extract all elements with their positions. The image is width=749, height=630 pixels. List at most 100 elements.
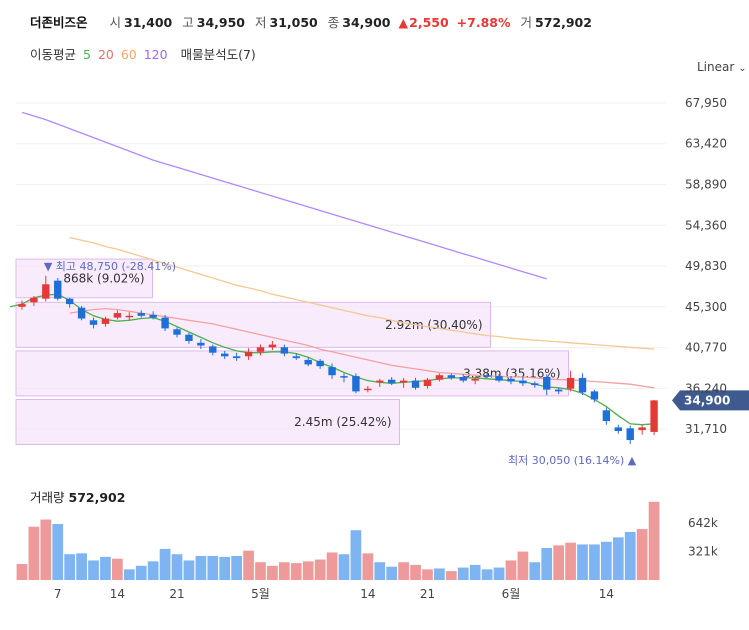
volume-bar <box>183 560 195 580</box>
y-tick-label: 31,710 <box>685 422 727 436</box>
candle-body <box>113 313 122 318</box>
price-axis: 67,950 63,420 58,890 54,360 49,830 45,300 40,7… <box>685 96 727 436</box>
candle-body <box>18 304 26 307</box>
ma-label: 이동평균 <box>30 47 77 62</box>
volume-bar <box>636 529 648 580</box>
volume-bar <box>386 566 398 580</box>
volume-bar <box>517 551 529 580</box>
x-tick-label: 7 <box>54 587 62 601</box>
volume-bar <box>16 564 28 580</box>
volume-bar <box>541 548 553 580</box>
volume-bar <box>171 554 183 580</box>
close-value: 34,900 <box>342 15 391 30</box>
volume-bar <box>326 552 338 580</box>
ma5-label[interactable]: 5 <box>83 47 91 62</box>
candle-body <box>280 347 289 354</box>
volume-bar <box>302 561 314 580</box>
volume-bar <box>231 556 243 580</box>
open-label: 시 <box>109 15 122 30</box>
volume-bar <box>207 556 219 580</box>
candle-body <box>399 380 408 383</box>
candle-body <box>30 297 38 303</box>
candle-body <box>197 342 205 346</box>
ma60-label[interactable]: 60 <box>120 47 137 62</box>
candle-body <box>507 378 515 382</box>
indicator-legend[interactable]: 이동평균 5 20 60 120 매물분석도(7) <box>30 44 259 63</box>
volume-tick-label: 642k <box>688 516 718 530</box>
volume-bar <box>529 562 541 580</box>
candle-body <box>101 318 110 324</box>
volume-bar <box>112 558 123 580</box>
volume-bar <box>88 560 99 580</box>
x-tick-label: 14 <box>360 587 375 601</box>
candle-body <box>328 367 336 376</box>
candle-body <box>495 376 503 381</box>
candle-body <box>340 376 348 378</box>
volume-profile-bar <box>15 258 153 299</box>
x-tick-label: 21 <box>420 587 435 601</box>
volume-profile-label: 2.92m (30.40%) <box>385 318 482 332</box>
candle-body <box>578 377 587 393</box>
candle-body <box>483 375 491 377</box>
low-marker-label: 최저 30,050 (16.14%) ▲ <box>508 454 637 467</box>
volume-bar <box>135 565 147 580</box>
candle-body <box>185 334 193 341</box>
volume-bar <box>147 561 159 580</box>
volume-profile-label: 2.45m (25.42%) <box>294 415 391 429</box>
candle-body <box>519 380 527 384</box>
volume-bar <box>219 556 231 580</box>
candle-body <box>244 351 253 357</box>
candle-body <box>566 377 575 389</box>
candle-body <box>447 375 456 378</box>
candle-body <box>232 356 241 359</box>
volume-bar <box>100 556 111 580</box>
candle-body <box>531 383 539 386</box>
candle-body <box>54 280 62 299</box>
volume-bar <box>445 571 457 580</box>
candle-body <box>125 315 133 318</box>
volume-bar <box>374 562 386 580</box>
candle-body <box>459 377 467 381</box>
ma120-line <box>21 111 547 280</box>
candle-body <box>554 389 563 392</box>
volume-bar <box>195 556 207 580</box>
candlesticks <box>18 275 658 445</box>
low-value: 31,050 <box>269 15 318 30</box>
volume-bar <box>648 501 660 580</box>
ma120-label[interactable]: 120 <box>143 47 168 62</box>
volume-profile-label[interactable]: 매물분석도(7) <box>180 47 256 62</box>
volume-value: 572,902 <box>535 15 592 30</box>
volume-bar <box>314 559 326 580</box>
scale-mode-dropdown[interactable]: Linear ⌄ <box>697 60 747 74</box>
stock-name: 더존비즈온 <box>30 15 88 30</box>
candle-body <box>543 377 551 390</box>
volume-bar <box>64 554 76 580</box>
volume-bar <box>255 562 266 580</box>
candle-body <box>256 347 265 352</box>
volume-bar <box>577 544 588 580</box>
candle-body <box>221 353 229 357</box>
y-tick-label: 58,890 <box>685 177 727 191</box>
y-tick-label: 63,420 <box>685 137 727 151</box>
volume-bar <box>434 568 445 580</box>
volume-bar <box>565 542 576 580</box>
x-tick-label: 5월 <box>251 587 270 601</box>
volume-bar <box>40 519 52 580</box>
candle-body <box>352 376 360 392</box>
candle-body <box>423 379 432 386</box>
price-markers: ▼ 최고 48,750 (-28.41%) 최저 30,050 (16.14%) … <box>44 260 749 467</box>
candle-body <box>626 428 634 440</box>
volume-bar <box>290 563 302 580</box>
candle-body <box>411 380 420 388</box>
ma20-label[interactable]: 20 <box>97 47 114 62</box>
change-percent: +7.88% <box>456 15 511 30</box>
volume-profile: 868k (9.02%)2.92m (30.40%)3.38m (35.16%)… <box>15 258 569 445</box>
candle-body <box>209 346 217 353</box>
y-tick-label: 54,360 <box>685 218 727 232</box>
volume-bar <box>624 532 636 580</box>
candle-body <box>650 400 658 432</box>
volume-bar <box>243 550 254 580</box>
high-value: 34,950 <box>196 15 246 30</box>
price-header: 더존비즈온 시 31,400 고 34,950 저 31,050 종 34,900 ▲2… <box>30 12 592 31</box>
